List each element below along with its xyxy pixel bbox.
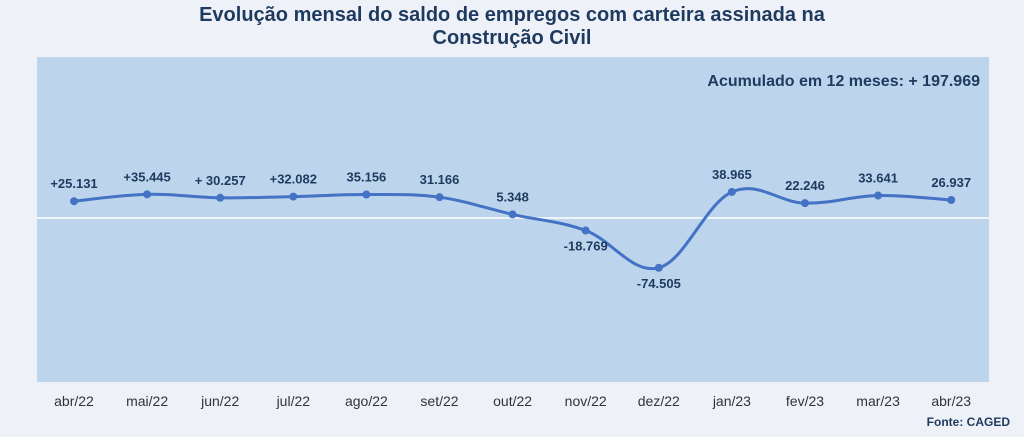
data-point-abr-23: [947, 196, 956, 205]
value-label-set-22: 31.166: [420, 172, 460, 187]
x-tick-label-fev-23: fev/23: [786, 393, 824, 409]
x-tick-label-nov-22: nov/22: [565, 393, 607, 409]
data-point-abr-22: [70, 197, 78, 206]
value-label-abr-23: 26.937: [931, 175, 971, 190]
value-label-jun-22: + 30.257: [195, 173, 246, 188]
data-point-ago-22: [362, 190, 371, 199]
data-point-out-22: [508, 210, 517, 219]
x-tick-label-mar-23: mar/23: [856, 393, 900, 409]
data-point-jul-22: [289, 192, 298, 201]
data-point-mar-23: [874, 191, 883, 200]
value-labels: +25.131 +35.445 + 30.257 +32.082 35.156 31.16…: [50, 167, 971, 291]
value-label-nov-22: -18.769: [564, 239, 608, 254]
x-tick-label-mai-22: mai/22: [126, 393, 168, 409]
x-tick-label-jun-22: jun/22: [200, 393, 239, 409]
value-label-abr-22: +25.131: [50, 176, 97, 191]
value-label-jul-22: +32.082: [270, 172, 317, 187]
x-tick-label-jan-23: jan/23: [712, 393, 751, 409]
chart-title-line-1: Evolução mensal do saldo de empregos com…: [199, 4, 825, 26]
x-axis-tick-labels: abr/22 mai/22 jun/22 jul/22 ago/22 set/22 out/…: [54, 393, 971, 409]
data-point-dez-22: [654, 263, 663, 272]
value-label-jan-23: 38.965: [712, 167, 752, 182]
value-label-ago-22: 35.156: [347, 170, 387, 185]
x-tick-label-abr-23: abr/23: [931, 393, 971, 409]
chart-title: Evolução mensal do saldo de empregos com…: [0, 4, 1024, 50]
value-label-dez-22: -74.505: [637, 276, 681, 291]
x-tick-label-set-22: set/22: [420, 393, 458, 409]
x-tick-label-abr-22: abr/22: [54, 393, 94, 409]
x-tick-label-ago-22: ago/22: [345, 393, 388, 409]
data-point-jan-23: [727, 187, 736, 196]
data-point-jun-22: [216, 193, 225, 202]
value-label-mar-23: 33.641: [858, 171, 898, 186]
value-label-out-22: 5.348: [496, 189, 529, 204]
data-point-mai-22: [143, 190, 152, 199]
x-tick-label-dez-22: dez/22: [638, 393, 680, 409]
data-points: [70, 187, 956, 272]
accumulated-annotation: Acumulado em 12 meses: + 197.969: [707, 73, 980, 90]
source-note: Fonte: CAGED: [926, 415, 1010, 429]
x-tick-label-out-22: out/22: [493, 393, 532, 409]
data-point-nov-22: [581, 226, 590, 235]
plot-area: [37, 57, 989, 382]
value-label-fev-23: 22.246: [785, 178, 825, 193]
data-point-set-22: [435, 193, 444, 202]
chart-title-line-2: Construção Civil: [432, 27, 592, 49]
data-point-fev-23: [801, 199, 809, 208]
value-label-mai-22: +35.445: [123, 169, 170, 184]
x-tick-label-jul-22: jul/22: [276, 393, 311, 409]
